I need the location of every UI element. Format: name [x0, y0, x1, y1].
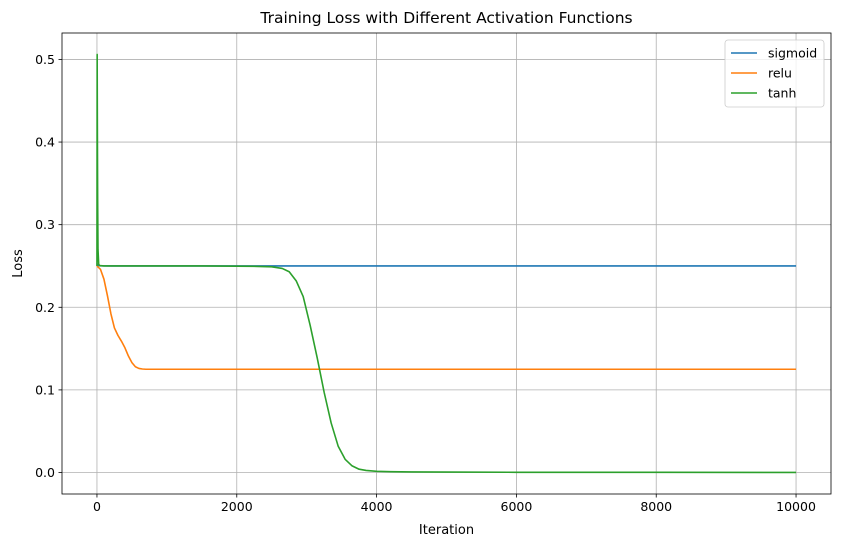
x-tick-label: 4000	[361, 499, 393, 514]
y-tick-label: 0.0	[35, 465, 55, 480]
y-tick-label: 0.2	[35, 300, 55, 315]
axes-frame	[61, 32, 832, 495]
series-line-relu	[96, 265, 797, 371]
x-tick-label: 0	[93, 499, 101, 514]
y-tick-label: 0.3	[35, 217, 55, 232]
legend-label-tanh: tanh	[768, 86, 796, 101]
legend-label-relu: relu	[768, 66, 792, 81]
y-tick-label: 0.1	[35, 382, 55, 397]
legend-label-sigmoid: sigmoid	[768, 46, 817, 61]
x-tick-label: 6000	[501, 499, 533, 514]
y-axis-label: Loss	[11, 249, 26, 278]
y-tick-label: 0.5	[35, 52, 55, 67]
grid	[62, 33, 831, 494]
chart-title: Training Loss with Different Activation …	[259, 9, 632, 27]
legend-box	[724, 39, 825, 108]
legend: sigmoid relu tanh	[724, 39, 825, 108]
x-tick-label: 10000	[776, 499, 816, 514]
series-line-tanh	[96, 53, 797, 474]
x-tick-label: 2000	[221, 499, 253, 514]
series-lines	[96, 53, 797, 474]
x-axis-label: Iteration	[419, 523, 474, 538]
x-tick-label: 8000	[640, 499, 672, 514]
axis-ticks: 0 2000 4000 6000 8000 10000 0.0 0.1 0.2 0.3 0.4 0.5	[35, 52, 816, 514]
y-tick-label: 0.4	[35, 135, 55, 150]
